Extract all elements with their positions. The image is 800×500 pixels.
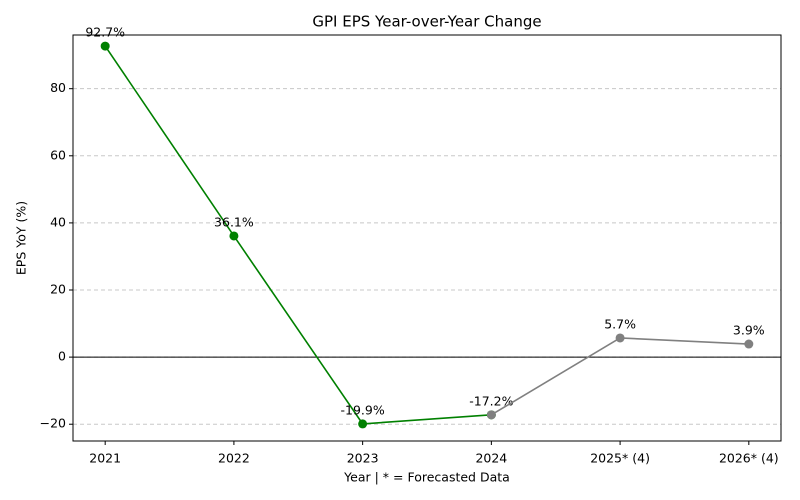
y-tick-label: 0 (58, 349, 66, 364)
x-tick-label: 2025* (4) (590, 451, 650, 466)
data-label: 5.7% (604, 316, 636, 331)
x-tick-label: 2023 (347, 451, 379, 466)
x-tick-label: 2021 (89, 451, 121, 466)
line (104, 45, 492, 425)
line (490, 337, 749, 416)
data-label: 36.1% (214, 214, 254, 229)
data-label: -19.9% (341, 402, 385, 417)
y-tick-label: 60 (50, 147, 66, 162)
data-label: 92.7% (85, 25, 125, 40)
point (229, 231, 239, 241)
y-tick-label: −20 (40, 416, 66, 431)
x-tick-label: 2024 (475, 451, 507, 466)
chart-title: GPI EPS Year-over-Year Change (312, 13, 541, 31)
point (100, 41, 110, 51)
point (744, 339, 754, 349)
x-tick-label: 2022 (218, 451, 250, 466)
y-tick-label: 40 (50, 214, 66, 229)
data-label: 3.9% (733, 323, 765, 338)
x-axis-label: Year | * = Forecasted Data (343, 470, 510, 485)
point (486, 410, 496, 420)
y-tick-label: 20 (50, 282, 66, 297)
data-label: -17.2% (469, 393, 513, 408)
x-tick-label: 2026* (4) (719, 451, 779, 466)
point (615, 333, 625, 343)
y-axis-label: EPS YoY (%) (14, 201, 29, 275)
y-tick-label: 80 (50, 80, 66, 95)
point (358, 419, 368, 429)
plot-frame (72, 34, 782, 442)
